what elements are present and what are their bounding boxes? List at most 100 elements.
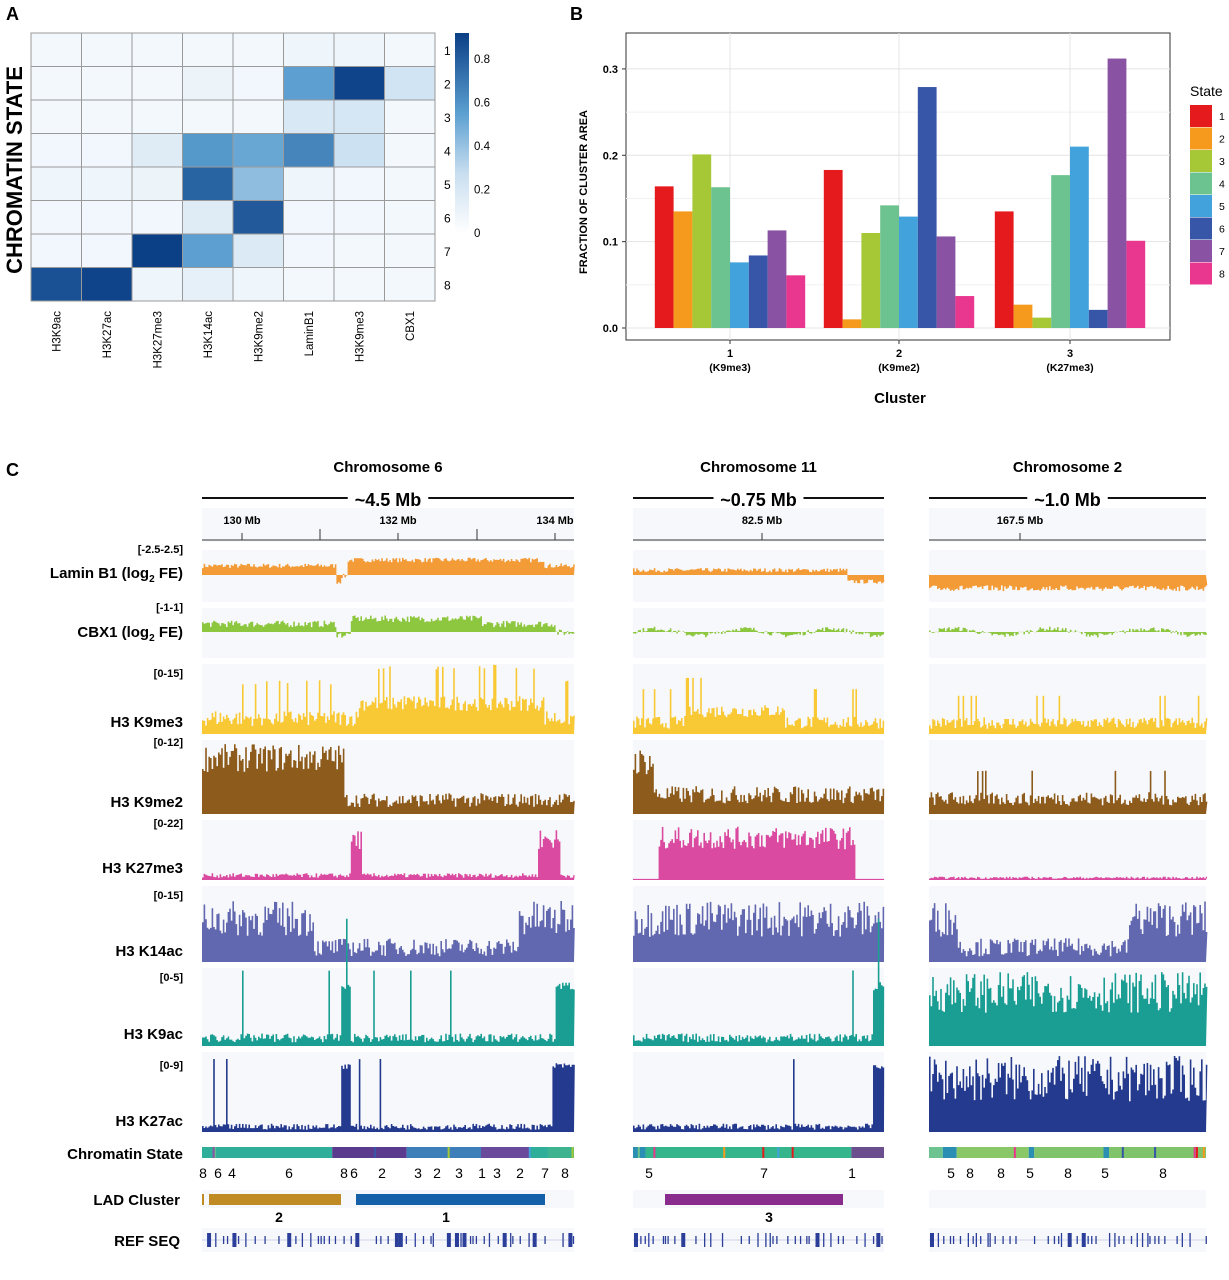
heatmap-cell <box>333 66 385 101</box>
chromatin-state-number: 3 <box>414 1165 422 1181</box>
refseq-gene <box>1015 1236 1017 1244</box>
bar <box>1032 317 1052 328</box>
heatmap-cell <box>182 99 234 134</box>
ruler-tick-label: 130 Mb <box>223 515 261 527</box>
chromatin-state-stripe <box>571 1147 574 1158</box>
refseq-gene <box>1067 1233 1072 1247</box>
refseq-gene <box>1154 1236 1156 1244</box>
refseq-gene <box>310 1233 312 1247</box>
heatmap-cell <box>81 233 133 268</box>
bar <box>917 87 937 328</box>
bar <box>711 187 730 328</box>
track-range: [0-9] <box>160 1060 184 1072</box>
heatmap-cell <box>131 99 183 134</box>
heatmap-cell <box>131 267 183 302</box>
track-signal <box>202 744 575 814</box>
track-signal <box>633 568 885 584</box>
track-name: H3 K27me3 <box>102 860 183 877</box>
chromatin-state-number: 2 <box>378 1165 386 1181</box>
refseq-gene <box>460 1233 462 1247</box>
x-axis-label: Cluster <box>874 390 926 407</box>
refseq-gene <box>254 1236 256 1244</box>
span-label: ~1.0 Mb <box>1034 490 1101 510</box>
bar <box>1070 146 1089 328</box>
bar <box>1051 175 1070 328</box>
heatmap-cell <box>81 166 133 201</box>
refseq-gene <box>502 1233 507 1247</box>
bar <box>1088 309 1108 328</box>
legend-swatch <box>1190 217 1212 240</box>
bar <box>899 216 918 328</box>
refseq-gene <box>721 1233 724 1247</box>
track-signal <box>202 615 575 638</box>
heatmap-cell <box>232 166 284 201</box>
chromatin-state-number: 5 <box>645 1165 653 1181</box>
track-signal <box>929 695 1208 734</box>
track-name-suffix: FE) <box>155 624 183 641</box>
refseq-gene <box>1147 1233 1149 1247</box>
refseq-gene <box>472 1236 474 1244</box>
chromatin-state-segment <box>529 1147 548 1158</box>
chromatin-state-stripe <box>637 1147 640 1158</box>
track-background <box>202 1052 574 1132</box>
track-signal <box>202 1059 575 1132</box>
refseq-gene <box>497 1236 499 1244</box>
chromatin-state-segment <box>1109 1147 1206 1158</box>
heatmap-cell <box>283 66 335 101</box>
chromatin-state-stripe <box>653 1147 656 1158</box>
track-name-text: H3 K9me2 <box>110 794 183 811</box>
refseq-gene <box>519 1236 521 1244</box>
bar <box>880 205 899 328</box>
refseq-gene <box>681 1233 686 1247</box>
chromatin-state-segment <box>481 1147 530 1158</box>
chromatin-state-segment <box>929 1147 943 1158</box>
refseq-gene <box>959 1236 962 1244</box>
chromatin-state-segment <box>956 1147 1029 1158</box>
refseq-gene <box>317 1236 320 1244</box>
legend-label: 2 <box>1219 134 1225 146</box>
lad-bar <box>209 1194 341 1205</box>
refseq-gene <box>634 1233 638 1247</box>
heatmap-row-label: 7 <box>444 245 451 259</box>
heatmap-cell <box>131 233 183 268</box>
heatmap-cell <box>384 233 436 268</box>
lad-number: 1 <box>442 1209 450 1225</box>
span-label: ~0.75 Mb <box>720 490 797 510</box>
refseq-gene <box>350 1236 352 1244</box>
chromatin-state-number: 1 <box>848 1165 856 1181</box>
chromatin-state-stripe <box>1121 1147 1124 1158</box>
heatmap-cell <box>384 32 436 67</box>
track-signal <box>929 1056 1208 1132</box>
legend-label: 5 <box>1219 201 1225 213</box>
refseq-gene <box>695 1236 697 1244</box>
refseq-gene <box>972 1236 974 1244</box>
heatmap-cell <box>333 200 385 235</box>
heatmap-ylabel: CHROMATIN STATE <box>2 66 27 274</box>
refseq-gene <box>799 1236 802 1244</box>
chromatin-state-segment <box>1034 1147 1104 1158</box>
y-tick-label: 0.2 <box>603 150 618 162</box>
track-name: H3 K9me2 <box>110 794 183 811</box>
refseq-gene <box>398 1233 403 1247</box>
refseq-gene <box>278 1236 280 1244</box>
chromatin-state-number: 8 <box>199 1165 207 1181</box>
bar <box>1013 304 1033 328</box>
track-name-text: H3 K14ac <box>115 943 183 960</box>
track-name-subscript: 2 <box>149 633 155 644</box>
lad-number: 2 <box>275 1209 283 1225</box>
heatmap-cell <box>81 32 133 67</box>
lad-number: 3 <box>765 1209 773 1225</box>
heatmap-cell <box>131 200 183 235</box>
heatmap-row-label: 3 <box>444 111 451 125</box>
refseq-gene <box>876 1233 881 1247</box>
lad-background <box>929 1190 1206 1208</box>
refseq-gene <box>1158 1236 1160 1244</box>
refseq-gene <box>943 1236 945 1244</box>
legend-swatch <box>1190 127 1212 150</box>
heatmap-cell <box>182 267 234 302</box>
chromatin-state-stripe <box>777 1147 780 1158</box>
heatmap-cell <box>283 32 335 67</box>
track-background <box>202 550 574 602</box>
heatmap-cell <box>232 200 284 235</box>
refseq-gene <box>937 1233 940 1247</box>
